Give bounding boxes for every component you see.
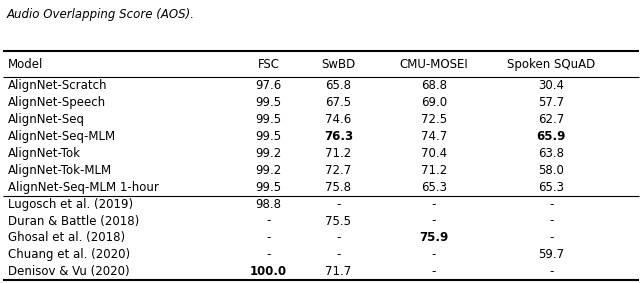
Text: Audio Overlapping Score (AOS).: Audio Overlapping Score (AOS).	[6, 8, 195, 22]
Text: AlignNet-Scratch: AlignNet-Scratch	[8, 79, 108, 92]
Text: Model: Model	[8, 58, 44, 71]
Text: 59.7: 59.7	[538, 248, 564, 261]
Text: 57.7: 57.7	[538, 96, 564, 109]
Text: -: -	[549, 215, 554, 228]
Text: AlignNet-Speech: AlignNet-Speech	[8, 96, 106, 109]
Text: 99.5: 99.5	[255, 113, 282, 126]
Text: Duran & Battle (2018): Duran & Battle (2018)	[8, 215, 140, 228]
Text: AlignNet-Tok: AlignNet-Tok	[8, 147, 81, 160]
Text: 30.4: 30.4	[538, 79, 564, 92]
Text: 99.2: 99.2	[255, 147, 282, 160]
Text: -: -	[266, 231, 271, 245]
Text: Lugosch et al. (2019): Lugosch et al. (2019)	[8, 198, 134, 211]
Text: 62.7: 62.7	[538, 113, 564, 126]
Text: -: -	[549, 198, 554, 211]
Text: 75.9: 75.9	[419, 231, 449, 245]
Text: AlignNet-Seq: AlignNet-Seq	[8, 113, 85, 126]
Text: -: -	[431, 215, 436, 228]
Text: -: -	[336, 198, 340, 211]
Text: -: -	[431, 198, 436, 211]
Text: Denisov & Vu (2020): Denisov & Vu (2020)	[8, 265, 130, 278]
Text: CMU-MOSEI: CMU-MOSEI	[399, 58, 468, 71]
Text: 70.4: 70.4	[420, 147, 447, 160]
Text: 65.3: 65.3	[538, 181, 564, 194]
Text: 99.2: 99.2	[255, 164, 282, 177]
Text: 65.9: 65.9	[537, 130, 566, 143]
Text: 72.7: 72.7	[325, 164, 351, 177]
Text: 63.8: 63.8	[538, 147, 564, 160]
Text: 65.8: 65.8	[325, 79, 351, 92]
Text: AlignNet-Seq-MLM: AlignNet-Seq-MLM	[8, 130, 116, 143]
Text: Ghosal et al. (2018): Ghosal et al. (2018)	[8, 231, 125, 245]
Text: 97.6: 97.6	[255, 79, 282, 92]
Text: 67.5: 67.5	[325, 96, 351, 109]
Text: -: -	[431, 248, 436, 261]
Text: 99.5: 99.5	[255, 181, 282, 194]
Text: SwBD: SwBD	[321, 58, 356, 71]
Text: -: -	[549, 265, 554, 278]
Text: 76.3: 76.3	[324, 130, 353, 143]
Text: 58.0: 58.0	[538, 164, 564, 177]
Text: FSC: FSC	[257, 58, 280, 71]
Text: -: -	[266, 215, 271, 228]
Text: -: -	[336, 248, 340, 261]
Text: 75.5: 75.5	[325, 215, 351, 228]
Text: 65.3: 65.3	[420, 181, 447, 194]
Text: 100.0: 100.0	[250, 265, 287, 278]
Text: AlignNet-Tok-MLM: AlignNet-Tok-MLM	[8, 164, 113, 177]
Text: 98.8: 98.8	[255, 198, 282, 211]
Text: AlignNet-Seq-MLM 1-hour: AlignNet-Seq-MLM 1-hour	[8, 181, 159, 194]
Text: -: -	[431, 265, 436, 278]
Text: Spoken SQuAD: Spoken SQuAD	[508, 58, 595, 71]
Text: -: -	[549, 231, 554, 245]
Text: 71.2: 71.2	[420, 164, 447, 177]
Text: 99.5: 99.5	[255, 130, 282, 143]
Text: 74.7: 74.7	[420, 130, 447, 143]
Text: 99.5: 99.5	[255, 96, 282, 109]
Text: 74.6: 74.6	[325, 113, 351, 126]
Text: -: -	[266, 248, 271, 261]
Text: 69.0: 69.0	[420, 96, 447, 109]
Text: 71.7: 71.7	[325, 265, 351, 278]
Text: 72.5: 72.5	[420, 113, 447, 126]
Text: -: -	[336, 231, 340, 245]
Text: 75.8: 75.8	[325, 181, 351, 194]
Text: 71.2: 71.2	[325, 147, 351, 160]
Text: Chuang et al. (2020): Chuang et al. (2020)	[8, 248, 131, 261]
Text: 68.8: 68.8	[420, 79, 447, 92]
